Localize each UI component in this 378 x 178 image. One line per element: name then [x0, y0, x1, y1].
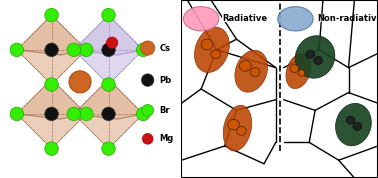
Circle shape — [102, 107, 115, 121]
Ellipse shape — [278, 7, 313, 31]
Circle shape — [143, 134, 153, 144]
Text: Mg-Doping: Mg-Doping — [198, 14, 263, 24]
Ellipse shape — [286, 54, 311, 89]
Circle shape — [45, 142, 58, 155]
Circle shape — [102, 43, 115, 57]
Circle shape — [45, 43, 58, 57]
Circle shape — [228, 119, 239, 130]
Circle shape — [346, 116, 355, 124]
Circle shape — [290, 65, 299, 72]
Circle shape — [201, 39, 213, 50]
Polygon shape — [17, 15, 86, 55]
Circle shape — [237, 126, 246, 135]
Circle shape — [102, 78, 115, 91]
Circle shape — [306, 50, 314, 58]
Ellipse shape — [235, 50, 268, 92]
Circle shape — [141, 41, 155, 55]
Text: Non-radiative: Non-radiative — [317, 14, 378, 23]
Circle shape — [136, 107, 150, 121]
Ellipse shape — [194, 27, 229, 72]
Polygon shape — [17, 50, 86, 85]
Polygon shape — [17, 79, 86, 119]
Text: Mg: Mg — [159, 134, 174, 143]
Circle shape — [136, 43, 150, 57]
Circle shape — [10, 43, 23, 57]
Circle shape — [67, 107, 81, 121]
Polygon shape — [17, 114, 86, 149]
Circle shape — [45, 78, 58, 91]
Circle shape — [79, 43, 93, 57]
Circle shape — [250, 68, 260, 77]
Polygon shape — [74, 15, 143, 55]
Circle shape — [102, 8, 115, 22]
Polygon shape — [74, 79, 143, 119]
Circle shape — [79, 107, 93, 121]
Circle shape — [45, 8, 58, 22]
Text: Br: Br — [159, 106, 170, 115]
Text: Pb: Pb — [159, 76, 171, 85]
Text: Pristine: Pristine — [306, 14, 352, 24]
Circle shape — [314, 57, 322, 64]
Circle shape — [211, 50, 221, 59]
Circle shape — [141, 74, 154, 86]
Circle shape — [298, 70, 305, 76]
Ellipse shape — [223, 105, 252, 151]
Circle shape — [67, 43, 81, 57]
Circle shape — [69, 71, 91, 93]
Text: Cs: Cs — [159, 44, 170, 53]
Circle shape — [106, 37, 118, 48]
Circle shape — [10, 107, 23, 121]
Ellipse shape — [336, 103, 371, 146]
Ellipse shape — [183, 7, 219, 31]
Circle shape — [353, 122, 362, 130]
Ellipse shape — [295, 36, 335, 78]
Circle shape — [239, 61, 251, 71]
Polygon shape — [74, 114, 143, 149]
Circle shape — [142, 104, 153, 116]
Polygon shape — [74, 50, 143, 85]
Text: Radiative: Radiative — [223, 14, 268, 23]
Circle shape — [45, 107, 58, 121]
Circle shape — [102, 142, 115, 155]
